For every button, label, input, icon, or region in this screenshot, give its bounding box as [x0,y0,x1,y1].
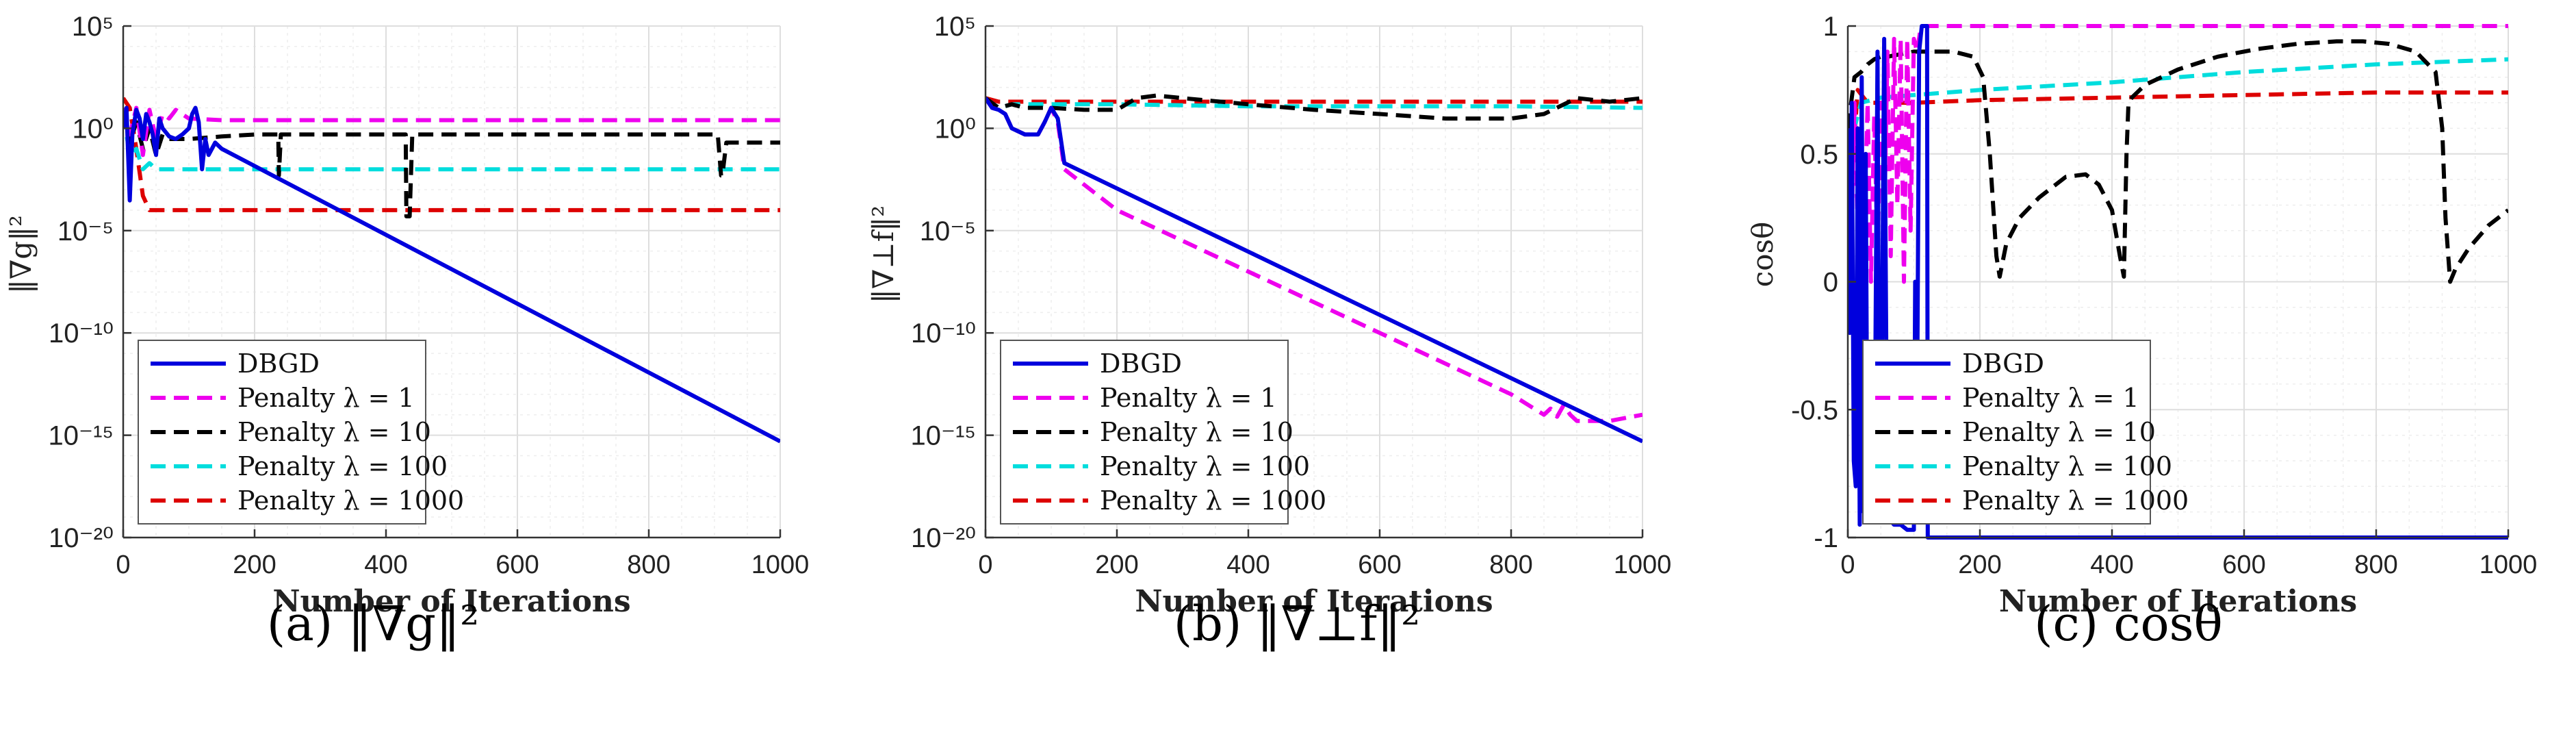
y-tick-label: 10⁻²⁰ [911,523,976,553]
legend-entry: Penalty λ = 10 [1100,417,1293,447]
chart-panel-0: 0 200 400 600 800 1000 10⁻²⁰ 10⁻¹⁵ 10⁻¹⁰ 10⁻⁵ 10⁰ 1… [4,12,809,619]
x-axis-label: Number of Iterations [1999,584,2357,619]
legend-entry: DBGD [1100,349,1182,379]
legend: DBGD Penalty λ = 1 Penalty λ = 10 Penalty λ… [138,340,464,525]
y-tick-label: 10⁵ [72,12,114,42]
panel-b-caption: (b) ‖∇⊥f‖² [1173,596,1421,652]
series-line-0 [986,97,1643,444]
legend: DBGD Penalty λ = 1 Penalty λ = 10 Penalty λ… [1862,340,2189,525]
x-tick-label: 800 [627,551,670,579]
y-tick-label: 10⁰ [72,114,114,144]
legend-entry: Penalty λ = 100 [237,451,448,481]
legend-entry: Penalty λ = 100 [1100,451,1310,481]
x-tick-label: 600 [2222,551,2265,579]
y-tick-label: 10⁻¹⁵ [48,421,114,451]
x-tick-label: 200 [1095,551,1138,579]
panel-a-caption: (a) ‖∇g‖² [266,596,480,652]
series-group [123,97,780,444]
x-tick-label: 800 [1489,551,1532,579]
legend-entry: Penalty λ = 1 [237,383,415,413]
x-tick-label: 600 [1358,551,1401,579]
series-line-0 [1848,24,2508,540]
y-tick-label: -1 [1814,523,1838,553]
x-tick-label: 1000 [1614,551,1672,579]
legend-entry: Penalty λ = 1000 [1962,485,2189,516]
series-line-4 [986,96,1643,104]
series-line-3 [1848,57,2508,155]
x-tick-label: 0 [116,551,130,579]
series-line-0 [123,105,780,444]
series-line-4 [123,97,780,212]
y-tick-label: 0 [1823,268,1838,298]
series-group [1848,24,2508,540]
series-line-2 [986,93,1643,121]
x-tick-label: 200 [1958,551,2001,579]
y-tick-label: 10⁻¹⁵ [910,421,976,451]
x-tick-label: 800 [2354,551,2397,579]
legend-entry: Penalty λ = 1000 [237,485,464,516]
x-tick-label: 400 [364,551,407,579]
x-tick-label: 1000 [751,551,810,579]
y-axis-label: cosθ [1746,222,1779,288]
y-tick-label: -0.5 [1791,395,1838,425]
y-tick-label: 10⁵ [934,12,976,42]
legend-entry: Penalty λ = 10 [1962,417,2156,447]
y-axis-label: ‖∇g‖² [4,215,38,294]
series-line-2 [123,107,780,218]
x-tick-label: 400 [2090,551,2133,579]
y-tick-label: 10⁻²⁰ [49,523,114,553]
legend-entry: DBGD [237,349,320,379]
chart-panel-1: 0 200 400 600 800 1000 10⁻²⁰ 10⁻¹⁵ 10⁻¹⁰ 10⁻⁵ 10⁰ 1… [866,12,1671,619]
chart-panel-2: 0 200 400 600 800 1000 -1 -0.5 0 0.5 1 Number of It… [1746,12,2537,619]
series-group [986,93,1643,444]
x-tick-label: 600 [495,551,539,579]
series-line-2 [1848,39,2508,284]
y-tick-label: 10⁻⁵ [57,216,114,247]
y-tick-label: 10⁻⁵ [920,216,976,247]
legend-entry: Penalty λ = 1 [1100,383,1277,413]
panel-c-caption: (c) cosθ [2034,596,2223,652]
legend-entry: Penalty λ = 1 [1962,383,2139,413]
y-tick-label: 0.5 [1800,140,1838,170]
y-tick-label: 1 [1823,12,1838,42]
x-tick-label: 1000 [2480,551,2538,579]
y-tick-label: 10⁻¹⁰ [911,318,976,349]
x-axis-label: Number of Iterations [272,584,630,619]
legend-entry: Penalty λ = 10 [237,417,431,447]
y-axis-label: ‖∇⊥f‖² [866,205,900,303]
series-line-3 [123,114,780,172]
legend-entry: Penalty λ = 100 [1962,451,2172,481]
legend-entry: Penalty λ = 1000 [1100,485,1326,516]
x-tick-label: 400 [1226,551,1270,579]
legend-entry: DBGD [1962,349,2044,379]
legend: DBGD Penalty λ = 1 Penalty λ = 10 Penalty λ… [1000,340,1326,525]
x-tick-label: 0 [978,551,992,579]
x-tick-label: 0 [1840,551,1855,579]
y-tick-label: 10⁻¹⁰ [49,318,114,349]
x-tick-label: 200 [233,551,276,579]
x-axis-label: Number of Iterations [1135,584,1493,619]
y-tick-label: 10⁰ [934,114,976,144]
